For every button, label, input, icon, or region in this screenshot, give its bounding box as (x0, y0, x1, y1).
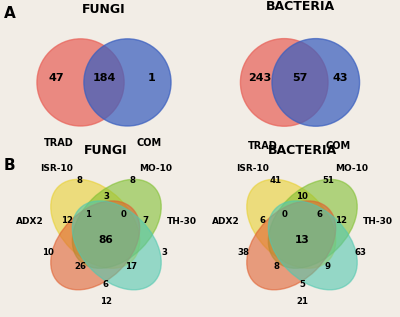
Text: A: A (4, 6, 16, 21)
Text: 17: 17 (125, 262, 138, 271)
Text: 3: 3 (103, 192, 109, 201)
Circle shape (84, 39, 171, 126)
Circle shape (37, 39, 124, 126)
Text: 57: 57 (292, 73, 308, 83)
Text: 243: 243 (248, 73, 272, 83)
Text: 6: 6 (260, 216, 266, 225)
Text: 63: 63 (354, 248, 366, 257)
Text: 5: 5 (299, 280, 305, 288)
Text: 41: 41 (269, 176, 282, 185)
Text: 0: 0 (281, 210, 287, 219)
Text: ISR-10: ISR-10 (40, 164, 73, 172)
Text: 184: 184 (92, 73, 116, 83)
Text: 9: 9 (324, 262, 330, 271)
Text: 3: 3 (161, 248, 167, 257)
Text: 38: 38 (238, 248, 250, 257)
Text: 6: 6 (317, 210, 323, 219)
Ellipse shape (72, 201, 161, 290)
Ellipse shape (247, 201, 336, 290)
Text: B: B (4, 158, 16, 173)
Text: TH-30: TH-30 (167, 217, 197, 226)
Text: 1: 1 (85, 210, 91, 219)
Title: BACTERIA: BACTERIA (266, 0, 334, 13)
Text: 47: 47 (49, 73, 64, 83)
Text: 21: 21 (296, 297, 308, 306)
Text: 10: 10 (42, 248, 54, 257)
Text: 43: 43 (332, 73, 348, 83)
Title: BACTERIA: BACTERIA (268, 144, 336, 157)
Ellipse shape (247, 179, 336, 268)
Ellipse shape (268, 201, 357, 290)
Text: 51: 51 (323, 176, 334, 185)
Title: FUNGI: FUNGI (82, 3, 126, 16)
Text: 13: 13 (295, 235, 309, 245)
Text: COM: COM (325, 140, 350, 151)
Text: 12: 12 (100, 297, 112, 306)
Text: MO-10: MO-10 (139, 164, 172, 172)
Text: TRAD: TRAD (44, 138, 74, 148)
Ellipse shape (51, 179, 140, 268)
Circle shape (272, 39, 360, 126)
Text: 8: 8 (130, 176, 136, 185)
Text: 8: 8 (274, 262, 280, 271)
Text: TH-30: TH-30 (363, 217, 393, 226)
Text: ISR-10: ISR-10 (236, 164, 269, 172)
Text: 12: 12 (335, 216, 347, 225)
Text: 8: 8 (76, 176, 82, 185)
Text: 7: 7 (142, 216, 148, 225)
Text: 26: 26 (75, 262, 87, 271)
Circle shape (240, 39, 328, 126)
Text: COM: COM (137, 138, 162, 148)
Text: 1: 1 (148, 73, 155, 83)
Ellipse shape (72, 179, 161, 268)
Text: 12: 12 (61, 216, 73, 225)
Text: ADX2: ADX2 (16, 217, 44, 226)
Text: 0: 0 (121, 210, 127, 219)
Text: MO-10: MO-10 (335, 164, 368, 172)
Text: 86: 86 (99, 235, 113, 245)
Ellipse shape (51, 201, 140, 290)
Text: 10: 10 (296, 192, 308, 201)
Text: 6: 6 (103, 280, 109, 288)
Text: ADX2: ADX2 (212, 217, 240, 226)
Title: FUNGI: FUNGI (84, 144, 128, 157)
Ellipse shape (268, 179, 357, 268)
Text: TRAD: TRAD (248, 140, 277, 151)
